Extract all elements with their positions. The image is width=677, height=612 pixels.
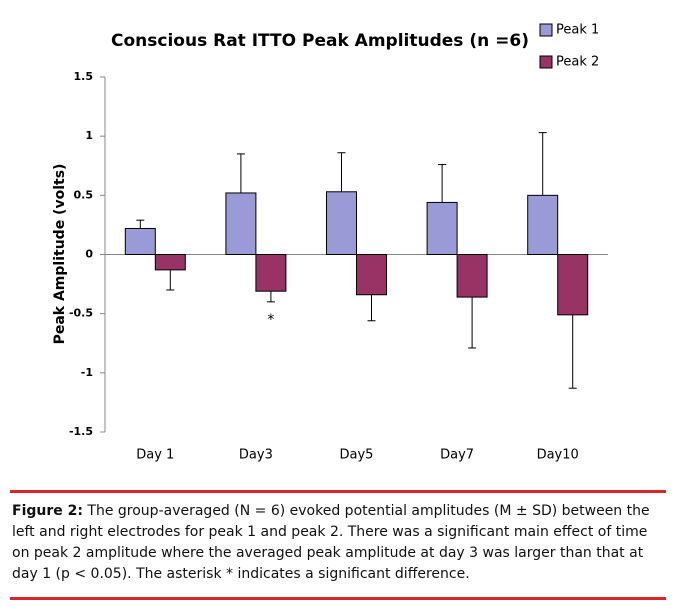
x-tick-label: Day 1: [136, 448, 174, 463]
x-tick-label: Day3: [239, 448, 273, 463]
legend-swatch: [539, 55, 553, 69]
chart: Conscious Rat ITTO Peak Amplitudes (n =6…: [52, 23, 608, 463]
bar: [225, 192, 257, 255]
legend-label: Peak 1: [556, 23, 599, 38]
annotation: *: [267, 312, 274, 328]
bar: [255, 254, 287, 292]
y-tick-label: -1.5: [69, 425, 93, 438]
y-tick-label: 1.5: [74, 70, 94, 83]
caption-text: The group-averaged (N = 6) evoked potent…: [12, 503, 650, 582]
y-tick-label: 1: [85, 129, 93, 142]
caption-label: Figure 2:: [12, 503, 83, 519]
bar: [124, 227, 156, 255]
divider: [10, 597, 666, 600]
y-axis-label: Peak Amplitude (volts): [52, 164, 68, 345]
y-tick-label: -0.5: [69, 307, 93, 320]
bar: [456, 254, 488, 298]
x-tick-label: Day10: [537, 448, 579, 463]
bar: [426, 201, 458, 255]
bar: [154, 254, 186, 271]
x-tick-label: Day5: [340, 448, 374, 463]
legend-label: Peak 2: [556, 55, 599, 70]
y-tick-label: 0: [85, 248, 93, 261]
divider: [10, 490, 666, 493]
chart-title: Conscious Rat ITTO Peak Amplitudes (n =6…: [111, 31, 529, 51]
y-tick-label: -1: [81, 366, 93, 379]
bar: [326, 191, 357, 256]
bar: [527, 194, 559, 255]
caption: Figure 2: The group-averaged (N = 6) evo…: [12, 501, 667, 585]
x-tick-label: Day7: [440, 448, 474, 463]
bar: [356, 254, 387, 296]
legend-swatch: [539, 23, 553, 37]
bar: [557, 254, 589, 316]
y-tick-label: 0.5: [74, 188, 94, 201]
